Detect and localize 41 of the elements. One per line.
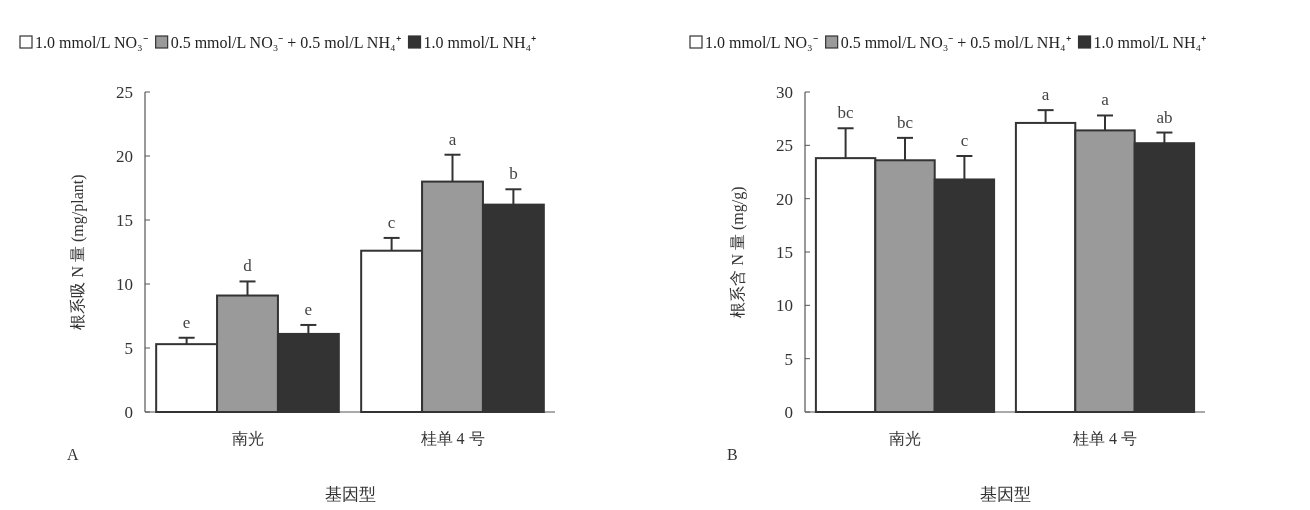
y-tick-label: 20: [116, 147, 133, 166]
data-label: bc: [896, 112, 914, 132]
legend-label: 1.0 mmol/L NH₄⁺: [1093, 34, 1207, 51]
text: B: [727, 446, 738, 463]
y-axis-title: 根系含 N 量 (mg/g): [729, 186, 747, 318]
data-label: ab: [1156, 107, 1173, 127]
data-label: c: [387, 212, 396, 232]
y-tick-label: 0: [124, 403, 133, 422]
text: A: [67, 446, 79, 463]
legend-label: 1.0 mmol/L NH₄⁺: [423, 34, 537, 51]
legend-label: 1.0 mmol/L NO₃⁻: [705, 34, 818, 51]
x-tick-label: 桂单 4 号: [1072, 430, 1137, 447]
legend-label: 1.0 mmol/L NO₃⁻: [35, 34, 148, 51]
y-axis-title: 根系吸 N 量 (mg/plant): [69, 174, 87, 330]
x-tick-label: 桂单 4 号: [419, 430, 485, 447]
y-tick-label: 0: [784, 403, 793, 422]
x-axis-title: 基因型: [324, 485, 376, 504]
legend-label: 0.5 mmol/L NO₃⁻ + 0.5 mol/L NH₄⁺: [840, 34, 1071, 51]
y-tick-label: 5: [784, 349, 793, 369]
data-label: a: [448, 129, 457, 149]
x-tick-label: 南光: [889, 430, 921, 447]
y-tick-label: 10: [116, 275, 133, 294]
data-label: b: [509, 164, 518, 184]
y-tick-label: 30: [776, 83, 793, 102]
data-label: e: [182, 312, 191, 332]
y-tick-label: 20: [776, 189, 793, 209]
legend-label: 0.5 mmol/L NO₃⁻ + 0.5 mol/L NH₄⁺: [170, 34, 401, 51]
x-axis-title: 基因型: [979, 485, 1031, 504]
y-tick-label: 15: [776, 243, 793, 262]
data-label: d: [243, 256, 253, 276]
data-label: bc: [837, 103, 855, 123]
y-tick-label: 25: [776, 136, 793, 156]
y-tick-label: 25: [116, 83, 133, 102]
y-tick-label: 5: [124, 339, 133, 358]
data-label: a: [1101, 90, 1110, 110]
data-label: c: [960, 131, 969, 150]
data-label: a: [1041, 85, 1050, 105]
x-tick-label: 南光: [231, 430, 264, 447]
y-tick-label: 10: [776, 296, 793, 316]
y-tick-label: 15: [116, 211, 133, 230]
data-label: e: [304, 299, 313, 319]
